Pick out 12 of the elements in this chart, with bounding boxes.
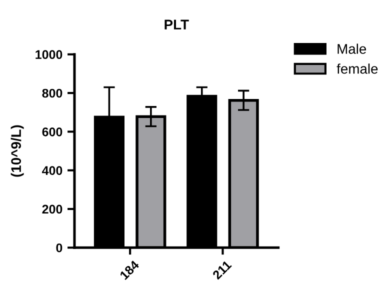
chart-title: PLT xyxy=(164,20,189,30)
y-tick-label: 600 xyxy=(42,127,62,136)
y-tick-label: 400 xyxy=(42,166,62,175)
legend-label: female xyxy=(336,64,378,74)
y-tick-label: 1000 xyxy=(36,50,62,60)
x-tick-label: 211 xyxy=(212,260,232,280)
legend-label: Male xyxy=(338,44,366,54)
x-tick-label: 184 xyxy=(119,260,140,280)
y-tick-label: 200 xyxy=(42,204,62,214)
y-tick-label: 0 xyxy=(56,243,62,252)
y-axis-title: (10^9/L) xyxy=(10,125,24,177)
y-tick-label: 800 xyxy=(42,88,62,98)
